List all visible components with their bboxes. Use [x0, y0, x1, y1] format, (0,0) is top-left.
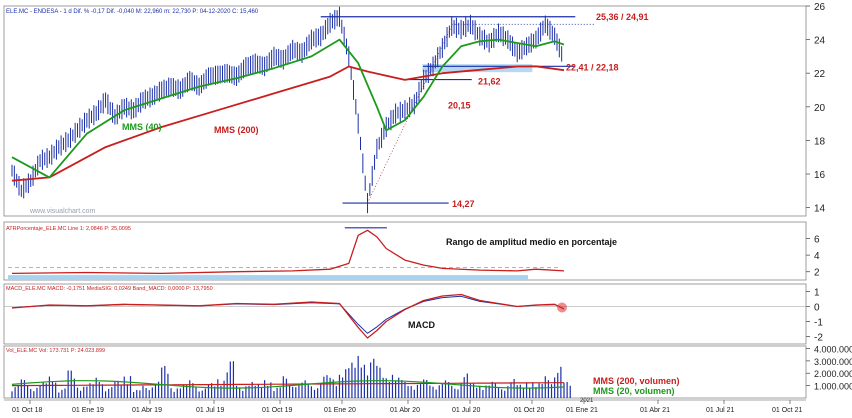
- x-tick-label: 01 Ene 20: [324, 407, 356, 414]
- y-tick-label-volume: 3.000.000: [814, 357, 852, 367]
- x-tick-label: 01 Abr 20: [390, 407, 420, 414]
- legend-mms200: MMS (200): [214, 125, 259, 135]
- vol-mms20-line: [11, 380, 565, 389]
- y-tick-label-macd: -1: [814, 318, 823, 329]
- y-tick-label-price: 16: [814, 170, 826, 181]
- chart-header: ELE.MC - ENDESA - 1 d Dif. % -0,17 Dif. …: [6, 9, 259, 15]
- y-tick-label-atr: 2: [814, 268, 820, 279]
- mms200-line: [11, 65, 565, 182]
- panel-frame-price: [3, 5, 807, 217]
- legend-vol20: MMS (20, volumen): [593, 386, 675, 396]
- y-tick-label-macd: -2: [814, 333, 823, 344]
- x-tick-label: 01 Ene 21: [566, 407, 598, 414]
- y-tick-label-price: 22: [814, 69, 826, 80]
- y-tick-label-macd: 1: [814, 288, 820, 299]
- x-tick-label: 01 Jul 19: [196, 407, 225, 414]
- support-highlight: [422, 64, 533, 73]
- atr-highlight: [8, 275, 528, 280]
- y-tick-label-atr: 6: [814, 235, 820, 246]
- watermark: www.visualchart.com: [29, 208, 96, 215]
- label-2015: 20,15: [448, 100, 471, 110]
- vol-mms200-line: [12, 382, 564, 387]
- y-tick-label-price: 26: [814, 2, 826, 13]
- x-tick-label: 01 Ene 19: [72, 407, 104, 414]
- x-tick-label: 01 Jul 20: [452, 407, 481, 414]
- macd-current-marker: [557, 302, 567, 313]
- y-tick-label-price: 20: [814, 103, 826, 114]
- y-tick-label-price: 14: [814, 204, 826, 215]
- macd-line: [11, 293, 565, 339]
- label-1427: 14,27: [452, 199, 475, 209]
- label-2162: 21,62: [478, 77, 501, 87]
- legend-mms40: MMS (40): [122, 122, 162, 132]
- y-tick-label-volume: 2.000.000: [814, 369, 852, 379]
- y-tick-label-volume: 1.000.000: [814, 382, 852, 392]
- atr-line: [11, 229, 565, 275]
- x-tick-label: 01 Oct 18: [12, 407, 42, 414]
- x-tick-label: 01 Oct 21: [772, 407, 802, 414]
- x-tick-label: 01 Oct 19: [262, 407, 292, 414]
- y-tick-label-volume: 4.000.000: [814, 344, 852, 354]
- macd-signal-line: [11, 295, 565, 334]
- macd-title: MACD: [408, 320, 435, 330]
- x-tick-label: 01 Jul 21: [706, 407, 735, 414]
- x-tick-label: 01 Abr 21: [640, 407, 670, 414]
- y-tick-label-macd: 0: [814, 303, 820, 314]
- legend-vol200: MMS (200, volumen): [593, 376, 680, 386]
- panel-frame-macd: [3, 283, 807, 345]
- volume-header: Vol_ELE.MC Vol: 173.731 P: 24.023.899: [6, 348, 105, 354]
- atr-title: Rango de amplitud medio en porcentaje: [446, 237, 617, 247]
- x-tick-label: 01 Abr 19: [132, 407, 162, 414]
- y-tick-label-price: 24: [814, 36, 826, 47]
- x-tick-label: 01 Oct 20: [514, 407, 544, 414]
- x-year-label: 2021: [580, 398, 594, 404]
- atr-header: ATRPorcentaje_ELE.MC Line 1: 2,0846 P: 2…: [6, 226, 131, 232]
- y-tick-label-atr: 4: [814, 251, 820, 262]
- macd-header: MACD_ELE.MC MACD: -0,1751 MediaSIG: 0,02…: [6, 286, 213, 292]
- label-resistance: 25,36 / 24,91: [596, 12, 649, 22]
- y-tick-label-price: 18: [814, 136, 826, 147]
- panel-frame-atr: [3, 221, 807, 281]
- label-support: 22,41 / 22,18: [566, 62, 619, 72]
- mms40-line: [11, 38, 565, 179]
